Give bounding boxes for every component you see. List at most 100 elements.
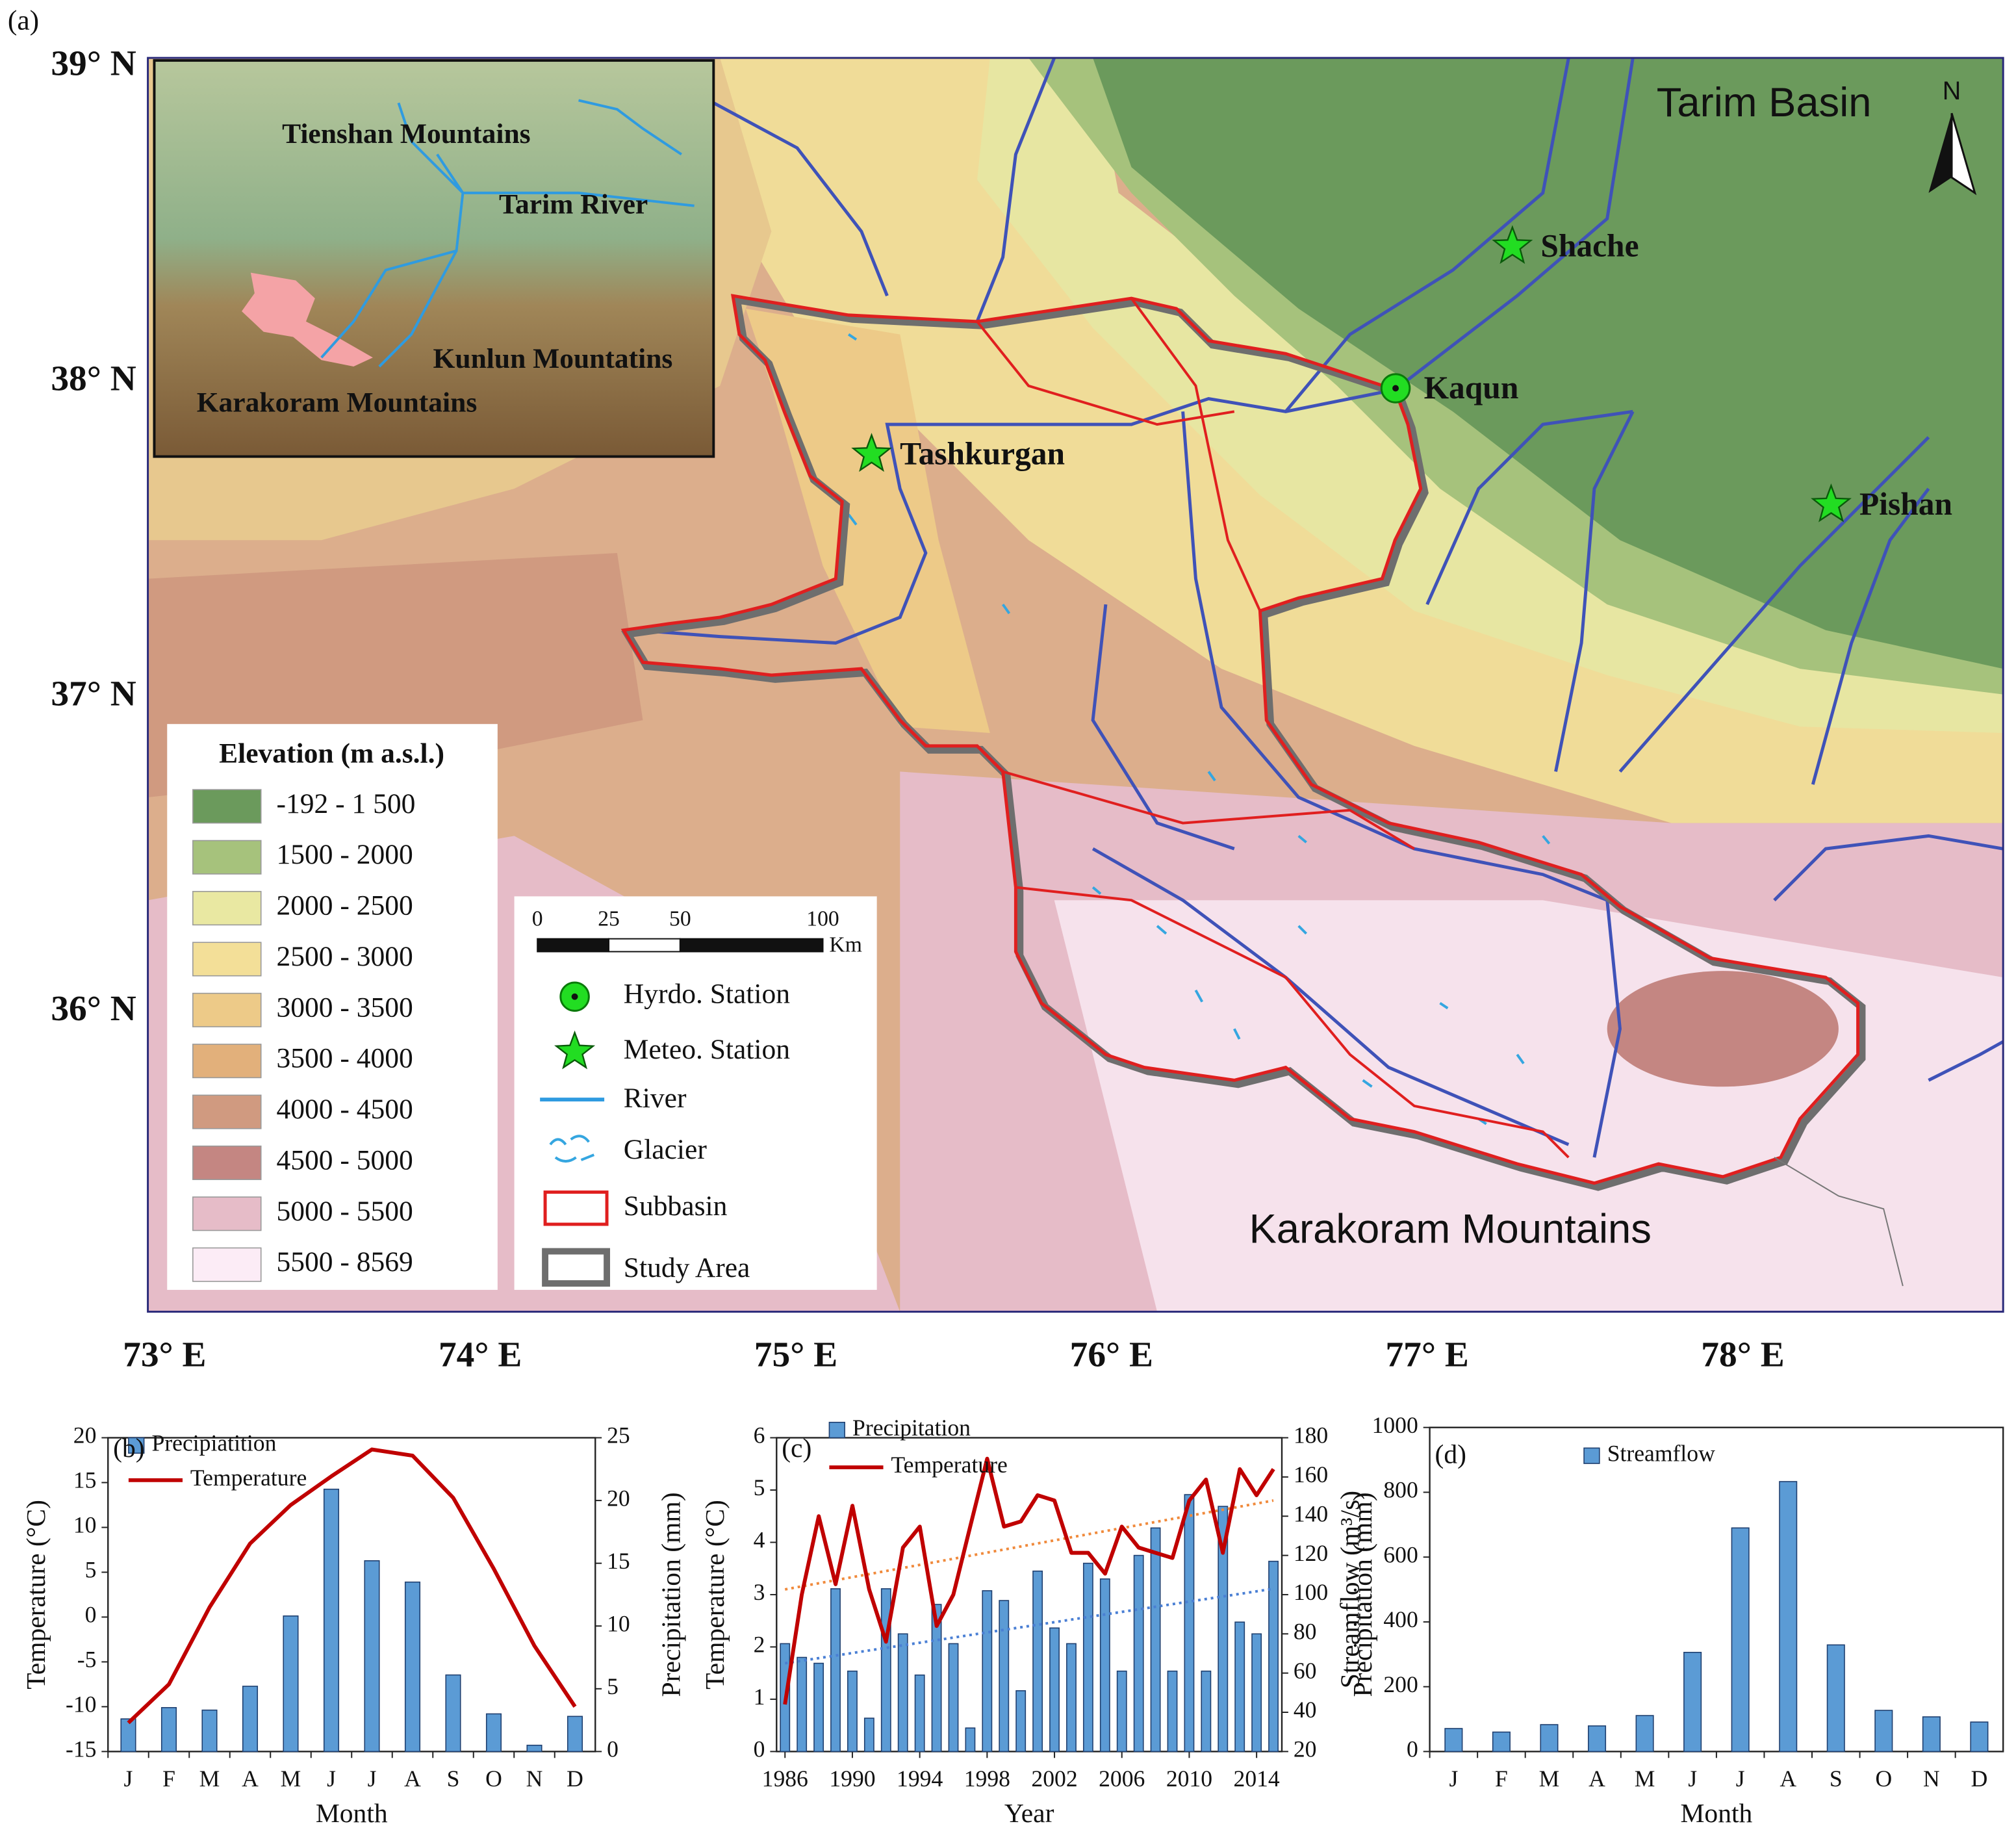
bar: [830, 1588, 841, 1753]
legend-label: River: [624, 1083, 687, 1114]
rivers: [636, 58, 2004, 1158]
x-tick-label: 2014: [1234, 1766, 1280, 1792]
bar: [1133, 1554, 1144, 1753]
meteo-station: [1492, 225, 1533, 264]
lon-tick-label: 73° E: [123, 1335, 206, 1374]
bar: [1731, 1527, 1750, 1753]
bar: [999, 1600, 1010, 1753]
x-tick-label: J: [124, 1766, 133, 1792]
y-tick-label: -15: [66, 1736, 96, 1762]
legend-swatch: [192, 789, 262, 824]
elevation-classes: -192 - 1 500 1500 - 2000 2000 - 2500 2500 -…: [192, 788, 415, 1282]
x-tick-label: D: [567, 1766, 583, 1792]
lat-tick-label: 39° N: [51, 44, 136, 83]
x-tick-label: F: [1495, 1766, 1508, 1792]
x-tick-label: 1998: [964, 1766, 1010, 1792]
y-tick-label: 1: [754, 1684, 765, 1710]
legend-swatch: [192, 1044, 262, 1079]
bar: [1444, 1728, 1463, 1753]
bar: [914, 1674, 925, 1753]
y-tick-label: 800: [1383, 1477, 1418, 1503]
legend-label: Study Area: [624, 1252, 750, 1283]
y2-tick-label: 25: [607, 1422, 630, 1448]
legend-swatch: [828, 1421, 845, 1439]
inset-map: [153, 59, 715, 458]
x-tick-label: A: [1589, 1766, 1605, 1792]
y-tick-label: 0: [85, 1602, 97, 1628]
legend-label: 4500 - 5000: [276, 1144, 413, 1176]
bar: [863, 1717, 874, 1753]
scale-segment: [537, 938, 610, 953]
lat-tick-label: 38° N: [51, 359, 136, 398]
bar: [1587, 1725, 1607, 1753]
bar: [1251, 1633, 1262, 1753]
x-tick-label: A: [404, 1766, 421, 1792]
legend-label: Temperature: [190, 1465, 307, 1491]
y2-tick-label: 100: [1294, 1579, 1328, 1605]
bar: [242, 1686, 259, 1753]
map-frame: [147, 57, 2004, 1313]
panel-label: (c): [782, 1433, 811, 1463]
legend-label: 2500 - 3000: [276, 941, 413, 972]
bar: [445, 1674, 461, 1753]
chart: 0 200 400 600 800 1000 J F M A M J J A S O N D Month Stream…: [1334, 1412, 2004, 1828]
x-axis-label: Month: [316, 1798, 388, 1828]
meteo-station: [1811, 483, 1852, 522]
bar: [1218, 1506, 1229, 1753]
y2-tick-label: 0: [607, 1736, 619, 1762]
bar: [797, 1656, 808, 1753]
bar: [1540, 1724, 1559, 1753]
station-label: Kaqun: [1424, 370, 1519, 405]
legend-swatch: [192, 1247, 262, 1282]
legend-label: 3500 - 4000: [276, 1043, 413, 1074]
bar: [201, 1709, 218, 1753]
bar: [931, 1604, 942, 1753]
bar: [1268, 1560, 1279, 1753]
y-tick-label: 6: [754, 1422, 765, 1448]
bar: [1032, 1570, 1043, 1753]
lon-tick-label: 77° E: [1385, 1335, 1468, 1374]
inset-label: Kunlun Mountatins: [433, 343, 673, 374]
bar: [120, 1718, 136, 1753]
legend-glacier-symbol: [549, 1135, 595, 1163]
station-label: Shache: [1540, 228, 1639, 264]
bar: [160, 1706, 177, 1753]
inset-label: Karakoram Mountains: [197, 387, 478, 418]
y-axis-label: Streamflow (m³/s): [1334, 1491, 1365, 1688]
panel-label: (d): [1435, 1439, 1466, 1470]
x-axis-label: Year: [1004, 1798, 1054, 1828]
y2-tick-label: 180: [1294, 1422, 1328, 1448]
y2-tick-label: 10: [607, 1610, 630, 1636]
y2-tick-label: 160: [1294, 1461, 1328, 1487]
legend-meteo-symbol: [554, 1030, 596, 1070]
scale-tick-label: 25: [598, 907, 620, 931]
scale-tick-label: 100: [806, 907, 839, 931]
y-tick-label: 0: [754, 1736, 765, 1762]
terrain-patch: [1607, 971, 1839, 1087]
glaciers: [847, 333, 1551, 1125]
legend-swatch: [192, 1145, 262, 1180]
line: [127, 1447, 577, 1725]
legend-study-area-symbol: [542, 1248, 611, 1287]
y2-tick-label: 80: [1294, 1618, 1317, 1644]
bar: [948, 1643, 959, 1753]
bar: [1922, 1716, 1941, 1753]
figure-label: (a): [8, 5, 39, 36]
x-tick-label: M: [199, 1766, 220, 1792]
region-label: Tarim Basin: [1657, 80, 1872, 125]
x-tick-label: A: [1780, 1766, 1796, 1792]
bar: [1970, 1721, 1989, 1753]
legend-label: -192 - 1 500: [276, 788, 415, 819]
bar: [982, 1590, 993, 1753]
legend-label: Subbasin: [624, 1190, 728, 1222]
bar: [965, 1727, 976, 1753]
bar: [526, 1744, 542, 1753]
legend-label: 1500 - 2000: [276, 839, 413, 870]
bar: [1049, 1627, 1060, 1753]
y-axis-label: Temperature (°C): [700, 1500, 730, 1690]
x-tick-label: 2006: [1099, 1766, 1145, 1792]
border-line: [1774, 1157, 1904, 1287]
x-tick-label: N: [526, 1766, 543, 1792]
